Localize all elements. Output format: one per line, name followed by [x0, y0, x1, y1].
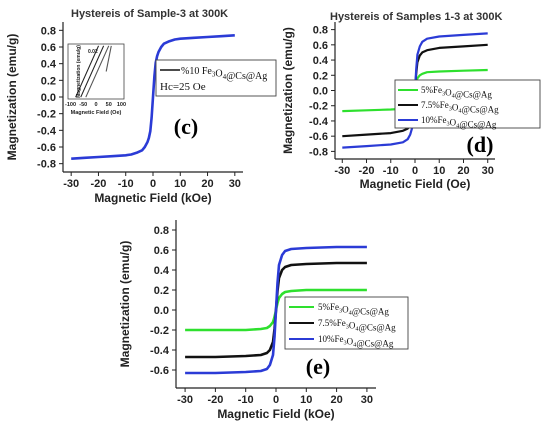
- panel-e: -30 -20 -10 0 10 20 30 -0.6 -0.4 -0.2 0.0 0.2 0.4 0.6…: [118, 220, 409, 421]
- y-tick-label: 0.6: [41, 42, 56, 54]
- y-tick-label: -0.4: [37, 125, 57, 137]
- legend-label-1: %10 Fe3O4@Cs@Ag: [181, 66, 267, 82]
- y-tick-label: 0.2: [41, 75, 56, 87]
- inset-frame: [67, 43, 125, 100]
- x-tick-label: -10: [238, 394, 254, 406]
- x-tick-label: -10: [383, 165, 399, 177]
- x-tick-label: 20: [330, 394, 342, 406]
- inset-x-tick-label: 50: [106, 102, 112, 108]
- inset-branch-1: [75, 45, 100, 98]
- y-tick-label: -0.8: [309, 146, 328, 158]
- x-tick-label: 0: [412, 165, 418, 177]
- x-tick-label: -30: [334, 165, 350, 177]
- y-tick-label: -0.4: [150, 345, 170, 357]
- x-tick-label: -20: [91, 178, 107, 190]
- y-tick-label: 0.2: [154, 285, 169, 297]
- series-line-3: [185, 245, 367, 375]
- inset-x-tick-label: -50: [79, 102, 87, 108]
- inset-x-tick-label: 100: [117, 102, 126, 108]
- inset-y-tick-label: 0.02: [88, 49, 98, 55]
- x-axis-label: Magnetic Field (Oe): [360, 177, 471, 191]
- x-axis-label: Magnetic Field (kOe): [217, 407, 334, 421]
- y-tick-label: -0.2: [37, 109, 56, 121]
- legend-label-2: 7.5%Fe3O4@Cs@Ag: [421, 100, 499, 115]
- coercivity-annotation: Hc=25 Oe: [160, 81, 206, 93]
- chart-title: Hystereis of Samples 1-3 at 300K: [330, 11, 502, 23]
- x-tick-label: 10: [433, 165, 445, 177]
- inset-branch-4: [105, 45, 112, 72]
- y-tick-label: 0.8: [154, 225, 169, 237]
- y-tick-label: 0.2: [313, 70, 328, 82]
- y-tick-label: -0.8: [37, 159, 56, 171]
- series-line-1: [71, 34, 235, 160]
- panel-label-d: (d): [467, 132, 494, 157]
- x-tick-label: 20: [457, 165, 469, 177]
- panel-c: -30 -20 -10 0 10 20 30-0.8-0.6-0.4-0.20.00.20.…: [5, 8, 277, 205]
- x-axis-label: Magnetic Field (kOe): [94, 191, 211, 205]
- y-tick-label: -0.6: [309, 131, 328, 143]
- y-tick-label: 0.4: [313, 55, 329, 67]
- x-tick-label: -20: [207, 394, 223, 406]
- y-tick-label: 0.6: [154, 245, 169, 257]
- y-tick-label: -0.2: [309, 101, 328, 113]
- legend-box: [394, 79, 541, 129]
- legend-label-3: 10%Fe3O4@Cs@Ag: [318, 334, 394, 349]
- x-tick-label: 30: [482, 165, 494, 177]
- y-tick-label: 0.8: [41, 25, 56, 37]
- x-tick-label: 30: [229, 178, 241, 190]
- legend-label-2: 7.5%Fe3O4@Cs@Ag: [318, 318, 396, 333]
- y-axis-label: Magnetization (emu/g): [5, 34, 19, 161]
- y-tick-label: 0.4: [41, 59, 57, 71]
- y-tick-label: -0.2: [150, 325, 169, 337]
- x-tick-label: 0: [150, 178, 156, 190]
- y-tick-label: 0.8: [313, 25, 328, 37]
- y-tick-label: 0.0: [154, 305, 169, 317]
- x-tick-label: 20: [201, 178, 213, 190]
- x-tick-label: 0: [273, 394, 279, 406]
- y-tick-label: -0.4: [309, 116, 329, 128]
- legend-box: [155, 59, 277, 97]
- y-tick-label: 0.0: [41, 92, 56, 104]
- y-tick-label: 0.6: [313, 40, 328, 52]
- x-tick-label: -20: [359, 165, 375, 177]
- y-tick-label: 0.0: [313, 86, 328, 98]
- panel-label-e: (e): [306, 354, 330, 379]
- y-axis-label: Magnetization (emu/g): [118, 241, 132, 368]
- x-tick-label: 30: [361, 394, 373, 406]
- panel-label-c: (c): [174, 114, 198, 139]
- inset-x-tick-label: -100: [65, 102, 76, 108]
- legend-label-1: 5%Fe3O4@Cs@Ag: [421, 85, 492, 100]
- y-tick-label: 0.4: [154, 265, 170, 277]
- legend-label-3: 10%Fe3O4@Cs@Ag: [421, 115, 497, 130]
- y-tick-label: -0.6: [150, 365, 169, 377]
- inset-branch-3: [85, 45, 110, 98]
- x-tick-label: -30: [177, 394, 193, 406]
- y-axis-label: Magnetization (emu/g): [281, 27, 295, 154]
- x-tick-label: 10: [174, 178, 186, 190]
- y-tick-label: -0.6: [37, 142, 56, 154]
- panel-d: -30 -20 -10 0 10 20 30 -0.8 -0.6 -0.4 -0.2 0.0 0.2 0.…: [281, 11, 541, 191]
- inset-x-tick-label: 0: [94, 102, 97, 108]
- legend-label-1: 5%Fe3O4@Cs@Ag: [318, 302, 389, 317]
- x-tick-label: 10: [300, 394, 312, 406]
- x-tick-label: -30: [63, 178, 79, 190]
- inset-y-axis-label: Magnetization (emu/g): [76, 45, 82, 98]
- inset-branch-2: [80, 45, 105, 98]
- inset-x-axis-label: Magnetic Field (Oe): [71, 110, 122, 116]
- chart-title: Hystereis of Sample-3 at 300K: [71, 8, 228, 20]
- x-tick-label: -10: [118, 178, 134, 190]
